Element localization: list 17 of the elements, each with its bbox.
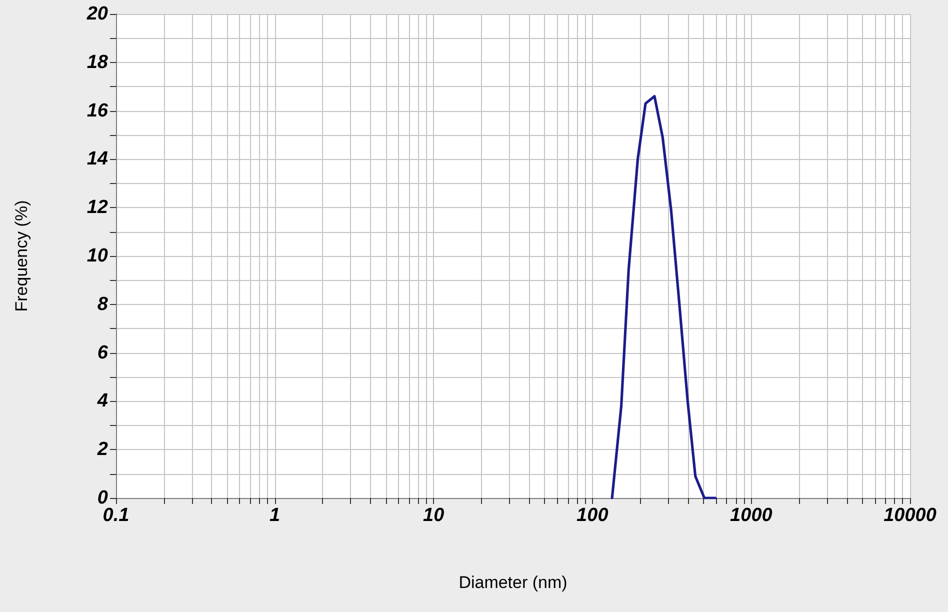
y-tick-label: 10 [86, 246, 108, 266]
x-tick-label: 10000 [884, 505, 937, 526]
y-tick-label: 2 [96, 439, 108, 460]
y-tick-label: 18 [86, 52, 108, 73]
y-tick-label: 14 [86, 148, 108, 170]
y-tick-label: 12 [86, 197, 108, 218]
x-tick-label: 1000 [730, 505, 773, 526]
y-axis-title: Frequency (%) [12, 200, 31, 312]
x-tick-label: 10 [423, 505, 445, 526]
y-tick-label: 16 [86, 100, 108, 122]
x-axis-title: Diameter (nm) [458, 573, 568, 592]
y-tick-label: 20 [86, 4, 108, 24]
x-tick-label: 100 [576, 505, 609, 526]
y-tick-label: 4 [96, 390, 108, 412]
y-tick-label: 6 [97, 342, 108, 364]
y-tick-label: 8 [97, 294, 108, 315]
x-tick-label: 1 [270, 505, 280, 526]
